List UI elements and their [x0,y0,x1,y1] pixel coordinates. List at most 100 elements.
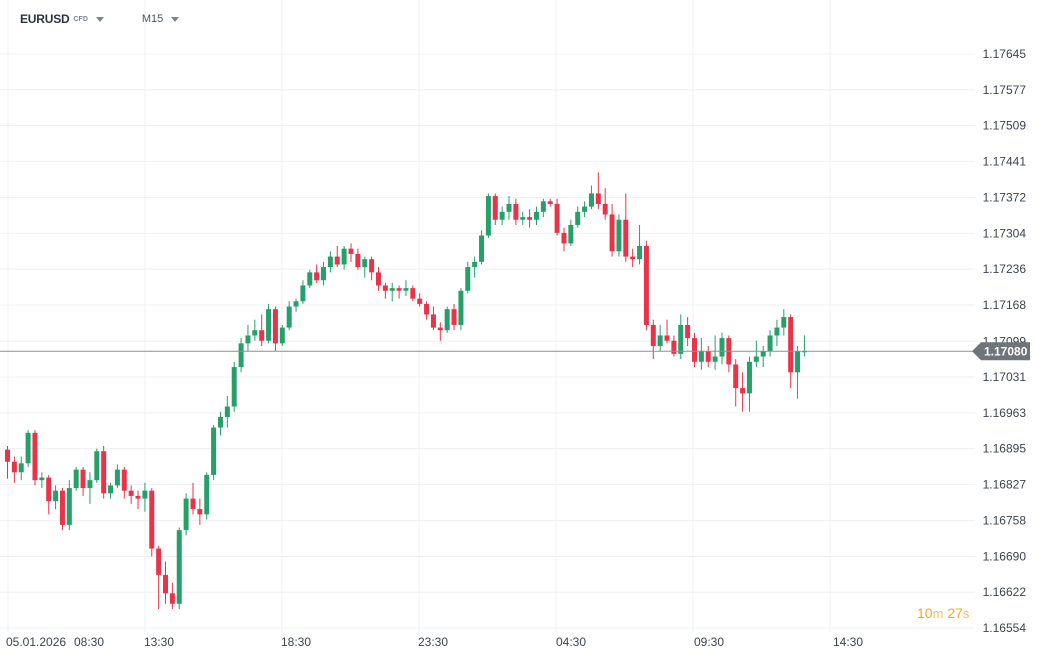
candle [169,582,175,610]
candle-body-down [437,327,443,331]
candle-body-up [327,256,333,268]
candle-body-up [678,324,684,354]
symbol-dropdown-chevron-down-icon[interactable] [95,16,104,22]
candle-body-down [59,490,65,525]
candle-body-down [128,490,134,496]
candle-body-up [300,285,306,302]
time-axis[interactable]: 05.01.2026 08:30 13:30 18:30 23:30 04:30 09:30… [6,635,863,649]
candle-body-up [18,463,24,473]
candle-body-down [375,272,381,286]
candle [705,345,711,368]
candle-body-up [286,306,292,328]
candle [135,490,141,510]
candle [595,172,601,210]
price-axis[interactable]: 1.17645 1.17577 1.17509 1.17441 1.17372 1.173… [983,47,1027,635]
price-tick-label: 1.16622 [983,585,1027,599]
candle-body-up [582,206,588,212]
candle-body-down [348,248,354,254]
candle-body-down [451,309,457,325]
candle [410,285,416,302]
time-tick-label: 05.01.2026 [6,635,66,649]
candle-body-up [506,203,512,212]
candle [46,474,52,515]
candle [403,280,409,297]
candle [293,298,299,312]
candle [327,251,333,273]
candle-body-down [135,495,141,499]
candle-body-up [753,356,759,362]
candle [382,282,388,299]
candle-body-down [671,340,677,354]
candle [176,527,182,610]
candle [588,185,594,210]
candle [389,282,395,302]
timeframe-dropdown-chevron-down-icon[interactable] [171,16,180,22]
candle-body-down [692,338,697,362]
candle [554,198,560,236]
candle-body-up [183,498,189,531]
candle-body-down [554,203,560,233]
time-tick-label: 04:30 [556,635,586,649]
candle [753,340,759,368]
candle-body-up [362,259,368,268]
price-tick-label: 1.17441 [983,154,1027,168]
candle-body-up [712,356,718,362]
candle-body-up [238,343,244,368]
timeframe-selector[interactable]: M15 [141,13,164,25]
candle [582,201,588,218]
candle-body-down [705,351,711,362]
candle [664,319,670,344]
candle-body-down [650,324,656,346]
candle-body-up [53,490,59,502]
candle-body-up [211,427,217,475]
candle [183,493,189,536]
candle [760,345,766,368]
candle [492,193,498,225]
candle-body-down [259,330,265,341]
candle [369,256,375,281]
candle [698,338,704,370]
candle-body-up [73,469,79,489]
candle [80,467,86,496]
candle-body-down [80,469,86,489]
candle-body-up [774,327,780,336]
candle-body-up [575,211,581,225]
countdown-minutes-unit: m [932,606,944,621]
candle-body-up [66,488,72,525]
candle [53,485,59,510]
candle [485,193,491,239]
candle-body-up [719,338,725,357]
candle-body-up [795,351,801,373]
candle [458,288,464,331]
candle [616,214,622,257]
candle [272,306,278,352]
candle-body-up [293,301,299,307]
candle-body-up [616,219,622,252]
time-tick-label: 18:30 [281,635,311,649]
candle [479,230,485,265]
candle-body-up [389,288,395,291]
candle [417,293,423,307]
candle [101,445,107,499]
symbol-selector[interactable]: EURUSD [20,12,70,26]
candle-body-down [11,461,17,473]
candle-body-down [101,451,107,494]
candle [231,361,237,412]
candle [396,285,402,299]
price-tick-label: 1.16554 [983,621,1027,635]
current-price-tag-shape [972,342,1030,361]
candle [334,246,340,268]
candle [11,456,17,483]
candle-body-down [163,574,169,594]
candle-body-up [114,469,120,486]
candle [142,482,148,512]
candle [121,467,127,499]
candle [520,211,526,225]
candle-body-down [32,432,38,481]
candle-body-up [245,335,251,344]
symbol-suffix[interactable]: CFD [73,15,88,23]
candle [506,196,512,220]
candle [245,324,251,352]
candle-body-up [403,288,409,291]
